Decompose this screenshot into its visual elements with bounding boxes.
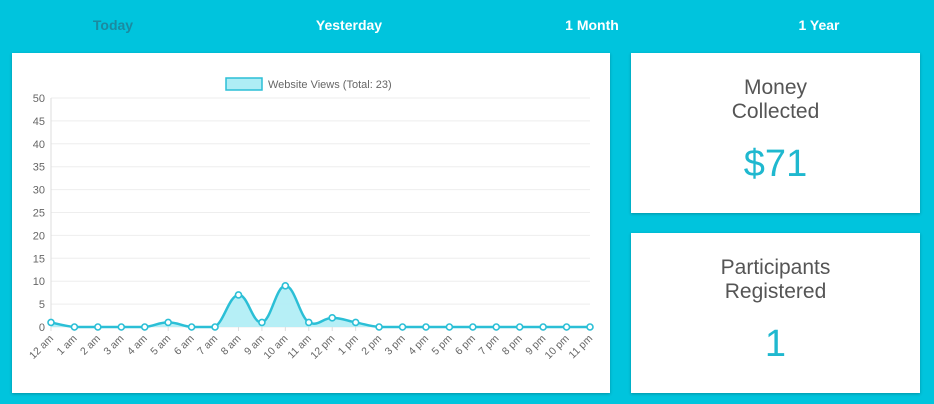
x-tick-label: 11 am (285, 332, 314, 361)
website-views-chart-card: 0 5 10 15 20 25 30 35 40 45 50 12 am 1 am 2 am 3 am 4 … (12, 53, 610, 393)
data-point[interactable] (187, 323, 196, 331)
data-point[interactable] (445, 323, 454, 331)
chart-grid (50, 97, 590, 328)
period-tabs: Today Yesterday 1 Month 1 Year (0, 0, 934, 50)
x-tick-label: 5 am (148, 332, 173, 357)
x-tick-label: 7 am (195, 332, 220, 357)
data-point[interactable] (164, 318, 172, 327)
y-tick-label: 30 (33, 185, 45, 197)
participants-registered-value: 1 (764, 323, 787, 365)
data-point[interactable] (398, 323, 407, 331)
y-tick-label: 35 (33, 162, 45, 174)
y-tick-label: 45 (33, 116, 45, 128)
participants-label-line1: Participants (720, 256, 831, 279)
y-axis-ticks: 0 5 10 15 20 25 30 35 40 45 50 (33, 93, 45, 334)
tab-1-year[interactable]: 1 Year (798, 17, 840, 33)
legend-swatch (225, 77, 263, 91)
x-tick-label: 8 pm (500, 332, 525, 357)
money-collected-value: $71 (743, 143, 808, 185)
data-points (47, 281, 594, 331)
money-collected-card: Money Collected $71 (631, 53, 920, 213)
data-point[interactable] (469, 323, 477, 331)
data-point[interactable] (515, 323, 524, 331)
data-point[interactable] (211, 323, 219, 331)
x-tick-label: 6 pm (453, 332, 478, 357)
tab-yesterday[interactable]: Yesterday (315, 17, 383, 33)
y-tick-label: 0 (39, 322, 45, 334)
data-point[interactable] (586, 323, 594, 331)
data-point[interactable] (258, 318, 266, 327)
y-tick-label: 5 (39, 299, 45, 311)
tab-today[interactable]: Today (92, 17, 134, 33)
x-tick-label: 2 am (78, 332, 103, 357)
data-point[interactable] (492, 323, 501, 331)
x-tick-label: 10 pm (543, 332, 572, 361)
x-tick-label: 4 pm (406, 332, 431, 357)
legend-label: Website Views (Total: 23) (268, 79, 392, 91)
x-tick-label: 10 am (261, 332, 290, 361)
data-point[interactable] (117, 323, 126, 331)
y-tick-label: 20 (33, 230, 45, 242)
x-axis-ticks: 12 am1 am2 am3 am4 am5 am6 am7 am8 am9 a… (27, 327, 595, 362)
y-tick-label: 50 (33, 93, 45, 105)
data-point[interactable] (47, 318, 55, 327)
x-tick-label: 11 pm (567, 332, 596, 361)
data-point[interactable] (94, 323, 102, 331)
data-point[interactable] (375, 323, 383, 331)
data-point[interactable] (328, 314, 337, 322)
y-tick-label: 25 (33, 208, 45, 220)
data-point[interactable] (140, 323, 149, 331)
data-point[interactable] (304, 318, 313, 327)
x-tick-label: 3 am (101, 332, 126, 357)
x-tick-label: 6 am (172, 332, 197, 357)
x-tick-label: 8 am (219, 332, 244, 357)
data-point[interactable] (281, 281, 290, 290)
money-label-line1: Money (743, 76, 808, 99)
x-tick-label: 2 pm (359, 332, 384, 357)
views-line (50, 284, 590, 329)
x-tick-label: 7 pm (476, 332, 501, 357)
participants-label-line2: Registered (724, 280, 827, 303)
data-point[interactable] (539, 323, 547, 331)
x-tick-label: 4 am (125, 332, 150, 357)
participants-registered-label: Participants Registered (631, 256, 920, 304)
y-tick-label: 15 (33, 253, 45, 265)
chart-legend[interactable]: Website Views (Total: 23) (225, 77, 392, 91)
money-collected-label: Money Collected (631, 76, 920, 124)
x-tick-label: 3 pm (383, 332, 408, 357)
data-point[interactable] (234, 291, 243, 299)
x-tick-label: 12 pm (308, 332, 337, 361)
x-tick-label: 12 am (27, 332, 56, 361)
x-tick-label: 5 pm (430, 332, 455, 357)
x-tick-label: 1 am (55, 332, 80, 357)
data-point[interactable] (422, 323, 430, 331)
y-tick-label: 10 (33, 276, 45, 288)
money-label-line2: Collected (731, 100, 820, 123)
data-point[interactable] (562, 323, 571, 331)
participants-registered-card: Participants Registered 1 (631, 233, 920, 393)
data-point[interactable] (351, 318, 360, 327)
tab-1-month[interactable]: 1 Month (565, 17, 619, 33)
y-tick-label: 40 (33, 139, 45, 151)
x-tick-label: 1 pm (336, 332, 361, 357)
data-point[interactable] (70, 323, 79, 331)
